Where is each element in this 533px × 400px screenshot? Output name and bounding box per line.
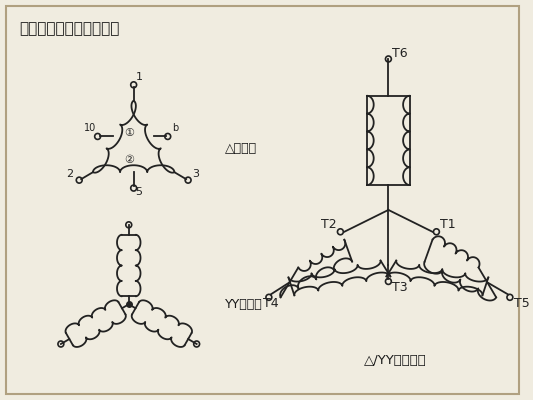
Text: T3: T3 (392, 281, 408, 294)
Text: 双速电机绕组连接示意图: 双速电机绕组连接示意图 (19, 21, 119, 36)
Text: 2: 2 (67, 169, 74, 179)
Text: T5: T5 (514, 297, 530, 310)
Text: 1: 1 (135, 72, 143, 82)
Text: △/YY变极调速: △/YY变极调速 (364, 354, 426, 367)
Text: T2: T2 (321, 218, 336, 231)
Text: b: b (172, 124, 178, 134)
Text: ②: ② (124, 155, 134, 165)
Text: △型低速: △型低速 (225, 142, 257, 155)
Text: 3: 3 (192, 169, 199, 179)
Text: T6: T6 (392, 47, 408, 60)
Text: 5: 5 (135, 187, 143, 197)
Text: ①: ① (124, 128, 134, 138)
Text: 10: 10 (84, 124, 96, 134)
Text: T4: T4 (263, 297, 279, 310)
Text: YY型高速: YY型高速 (225, 298, 263, 311)
Text: T1: T1 (440, 218, 456, 231)
